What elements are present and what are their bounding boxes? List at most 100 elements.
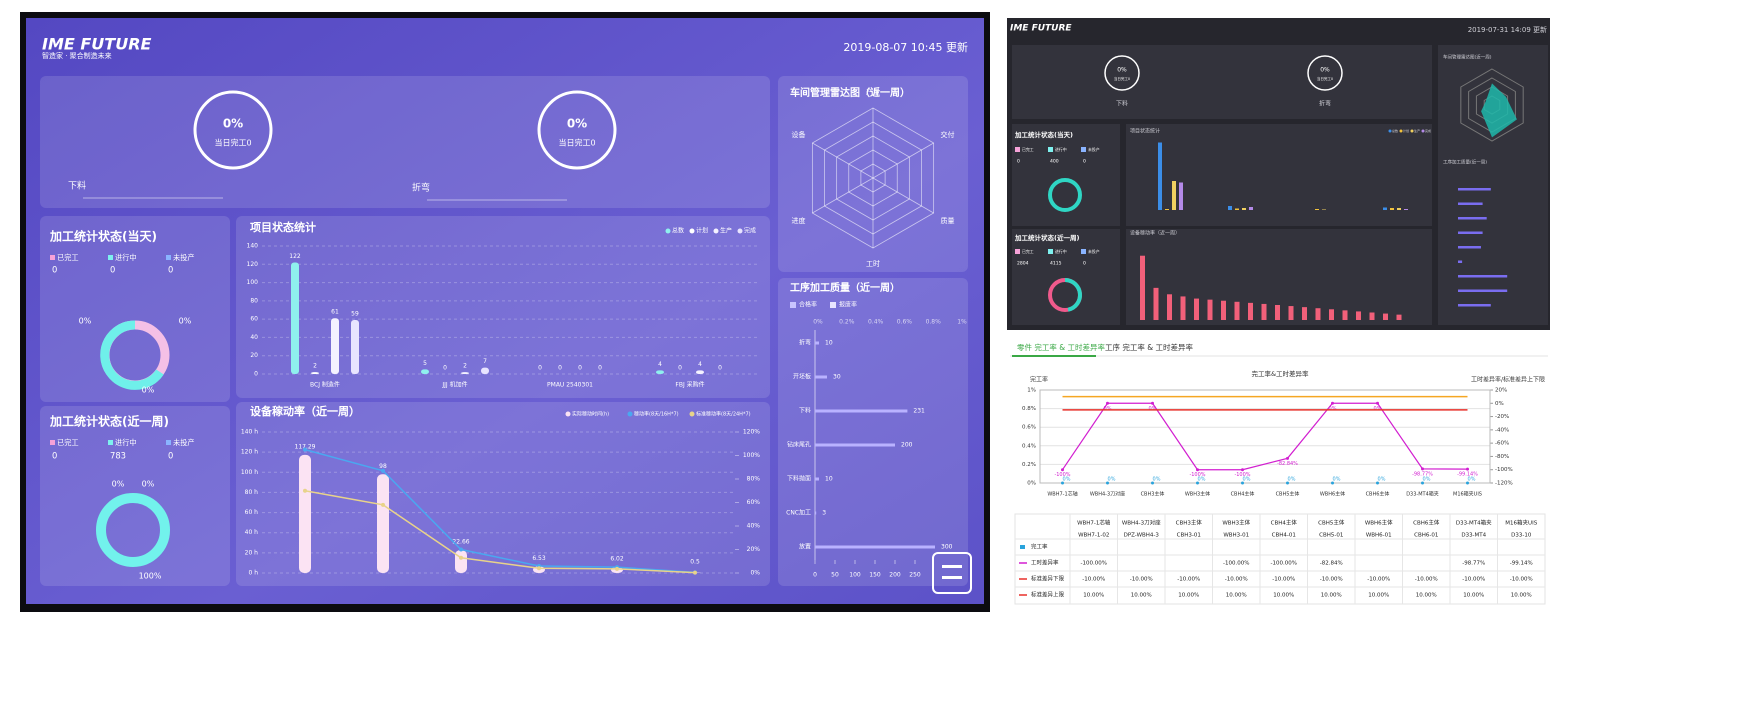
table-header: WBH3主体 (1222, 519, 1250, 527)
x-tick-label: 0 (813, 572, 817, 579)
table-cell: 10.00% (1321, 593, 1342, 599)
tab[interactable]: 工序 完工率 & 工时差异率 (1105, 342, 1194, 352)
data-label: 0.5 (690, 559, 700, 566)
status-value: 0 (1017, 159, 1020, 165)
table-header: CBH4主体 (1271, 519, 1298, 527)
y-tick-label: 80 h (245, 489, 259, 496)
y-tick-label: 1% (1027, 388, 1036, 394)
table-header: WBH6-01 (1366, 533, 1392, 539)
legend-label: 标准稼动率(8天/24H*7) (696, 411, 751, 418)
table-header: CBH5主体 (1318, 519, 1345, 527)
x-tick-label: D33-MT4箱夹 (1406, 491, 1439, 498)
bar (1172, 181, 1176, 210)
data-label: 0% (1104, 406, 1112, 412)
bar (815, 443, 895, 447)
gauge-percent: 0% (1117, 67, 1127, 74)
y-tick-label: 40 h (245, 529, 259, 536)
x-tick-label: FBJ 采购件 (675, 381, 704, 389)
bar (1248, 302, 1253, 320)
line-point (1286, 456, 1289, 460)
plot-frame (1039, 389, 1491, 484)
table-header: WBH3-01 (1223, 533, 1249, 539)
legend-label: 进行中 (1055, 249, 1067, 254)
x-tick-label: 150 (869, 572, 881, 579)
y2-tick-label: 0% (750, 570, 760, 577)
y2-tick-label: 60% (747, 499, 761, 506)
tab[interactable]: 零件 完工率 & 工时差异率 (1017, 342, 1106, 352)
legend-label: 进行中 (115, 253, 137, 262)
bar (1242, 208, 1246, 210)
bar (351, 320, 359, 374)
data-label: 0% (1243, 477, 1251, 483)
radar-label: 设备 (792, 130, 806, 139)
ring-label: 0% (79, 317, 92, 326)
data-label: -100% (1054, 472, 1070, 478)
data-label: 2 (313, 363, 317, 370)
status-ring (100, 320, 164, 390)
legend-label: 进行中 (115, 438, 137, 447)
legend-label: 未投产 (1088, 249, 1100, 254)
radar-axis (872, 177, 934, 214)
legend-swatch (50, 440, 55, 445)
panel-title: 加工统计状态(当天) (1014, 130, 1073, 139)
y2-tick-label: -60% (1495, 441, 1509, 447)
data-label: 2 (463, 363, 467, 370)
legend-label: 未投产 (173, 438, 195, 447)
legend-label: 进行中 (1055, 147, 1067, 152)
bar (696, 370, 704, 374)
logo: IME FUTURE (42, 35, 152, 54)
table-header: M16箱夹UIS (1505, 519, 1537, 527)
data-label: 0% (1423, 477, 1431, 483)
data-label: 7 (483, 358, 487, 365)
bar (1329, 309, 1334, 320)
point (1421, 481, 1424, 485)
legend-label: 计划 (696, 227, 708, 235)
legend-label: 报废率 (839, 301, 857, 309)
line-series (304, 490, 696, 574)
legend-label: 未投产 (1088, 147, 1100, 152)
ring-label: 0% (179, 317, 192, 326)
bar (331, 318, 339, 374)
point (1331, 481, 1334, 485)
y2-tick-label: 120% (743, 429, 760, 436)
panel (40, 216, 230, 402)
legend-swatch (1081, 249, 1086, 254)
bar (815, 477, 819, 481)
bar (1458, 275, 1508, 278)
x2-tick-label: 0.2% (839, 319, 855, 326)
y2-tick-label: -20% (1495, 414, 1509, 420)
y2-tick-label: 20% (1495, 388, 1507, 394)
x-tick-label: 50 (831, 572, 839, 579)
y-tick-label: 120 (247, 261, 259, 268)
menu-button[interactable] (932, 552, 972, 594)
legend-label: 已完工 (1022, 249, 1034, 254)
data-label: 3 (822, 510, 826, 517)
table-cell: 10.00% (1131, 593, 1152, 599)
table-cell: -100.00% (1271, 561, 1297, 567)
data-label: 10 (825, 340, 833, 347)
gauge-label: 折弯 (1319, 100, 1331, 108)
data-label: 0 (678, 365, 682, 372)
table-cell: -10.00% (1510, 577, 1533, 583)
point (1286, 481, 1289, 485)
table-cell: -98.77% (1462, 561, 1485, 567)
table-cell: -10.00% (1082, 577, 1105, 583)
line-point (615, 566, 619, 571)
point (1106, 481, 1109, 485)
line-point (459, 555, 463, 560)
line-point (693, 570, 697, 575)
radar-axis (872, 142, 934, 179)
row-label: 完工率 (1031, 543, 1048, 551)
y-tick-label: 开坯板 (793, 373, 811, 381)
ring-label: 100% (139, 572, 162, 581)
table-header: CBH5-01 (1319, 533, 1343, 539)
table-cell: -10.00% (1225, 577, 1248, 583)
y2-tick-label: 20% (747, 546, 761, 553)
gauge-ring (537, 90, 617, 170)
table-header: WBH4-3刀对座 (1122, 519, 1161, 527)
bar (815, 341, 819, 345)
bar (1275, 305, 1280, 320)
bar (1404, 209, 1408, 210)
legend-swatch (1081, 147, 1086, 152)
gauge-caption: 当日完工0 (1317, 76, 1333, 81)
